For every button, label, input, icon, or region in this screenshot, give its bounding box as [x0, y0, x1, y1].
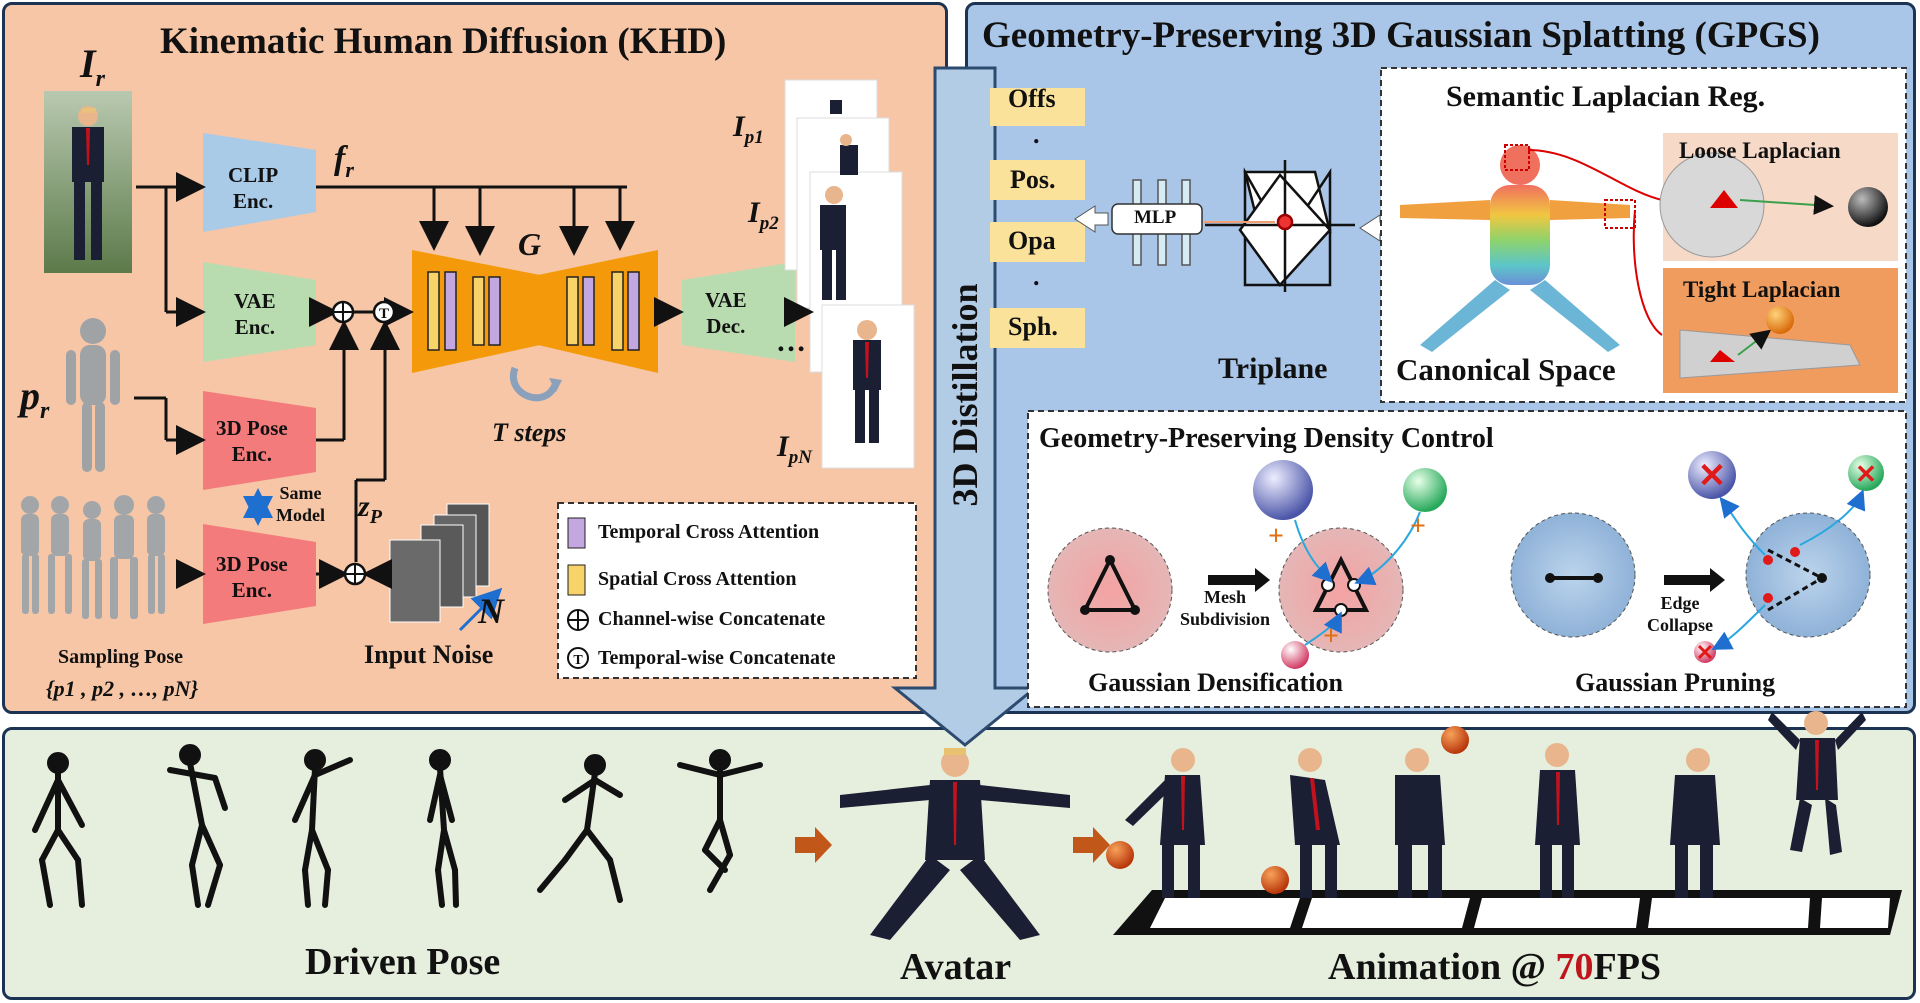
- avatar-label: Avatar: [900, 946, 1012, 988]
- unet-g: [412, 250, 658, 373]
- mlp-block: [1074, 179, 1203, 266]
- input-noise-stack: [389, 503, 503, 632]
- ir-label: Ir: [80, 41, 105, 92]
- khd-connections: [134, 172, 814, 589]
- avatar-figure: [840, 748, 1070, 940]
- svg-text:+: +: [1323, 621, 1339, 652]
- sampling-pose-meshes: [21, 495, 165, 619]
- animation-label: Animation @ 70FPS: [1328, 946, 1662, 988]
- triplane-label: Triplane: [1218, 352, 1328, 385]
- khd-title: Kinematic Human Diffusion (KHD): [160, 21, 727, 62]
- sampling-pose-label: Sampling Pose: [58, 646, 184, 668]
- fr-label: fr: [334, 140, 354, 182]
- driven-pose-skeletons: [32, 744, 763, 908]
- to-animation-arrow: [1073, 827, 1110, 863]
- output-frames: [784, 79, 915, 469]
- pose-enc-2-label: 3D Pose Enc.: [216, 552, 288, 602]
- attr-dot-2: .: [1033, 262, 1040, 291]
- to-avatar-arrow: [795, 827, 832, 863]
- mesh-subdivision-arrow: [1208, 568, 1270, 592]
- vae-decoder: [682, 262, 795, 362]
- legend-temporal-concat: Temporal-wise Concatenate: [598, 647, 836, 669]
- clip-enc-label: CLIP Enc.: [228, 163, 279, 213]
- sampling-set-label: {p1 , p2 , …, pN}: [46, 676, 199, 701]
- driven-pose-label: Driven Pose: [305, 941, 501, 983]
- pose-enc-1-label: 3D Pose Enc.: [216, 416, 288, 466]
- tight-laplacian-panel: [1663, 268, 1898, 393]
- distillation-label: 3D Distillation: [945, 283, 985, 507]
- pruning-label: Gaussian Pruning: [1575, 668, 1776, 697]
- attr-pos: Pos.: [1010, 165, 1056, 194]
- densification-after: + + +: [1253, 460, 1447, 669]
- legend-spatial-attn: Spatial Cross Attention: [598, 568, 797, 590]
- legend-box: [557, 502, 917, 679]
- vae-dec-label: VAE Dec.: [705, 288, 747, 338]
- densification-before: [1047, 527, 1173, 653]
- canonical-body: [1400, 144, 1663, 352]
- legend-temporal-icon: T: [567, 647, 589, 669]
- vae-enc-label: VAE Enc.: [234, 289, 276, 339]
- attr-opa: Opa: [1008, 226, 1056, 255]
- channel-concat-icon-2: [343, 562, 367, 586]
- reference-image: [44, 91, 132, 273]
- animation-frames: [1106, 711, 1866, 898]
- semantic-laplacian-title: Semantic Laplacian Reg.: [1446, 80, 1766, 113]
- attr-dot-1: .: [1033, 120, 1040, 149]
- spatial-attn-swatch: [567, 564, 586, 596]
- mlp-label: MLP: [1134, 207, 1177, 228]
- clip-encoder: [203, 133, 316, 232]
- edge-collapse-arrow: [1664, 568, 1725, 592]
- attr-offs: Offs: [1008, 84, 1056, 113]
- input-noise-label: Input Noise: [364, 640, 494, 669]
- mesh-subdivision-label: Mesh Subdivision: [1180, 587, 1271, 629]
- loose-laplacian-panel: [1659, 133, 1898, 261]
- pruning-after: ✕ ✕ ✕: [1688, 451, 1884, 665]
- svg-text:✕: ✕: [1855, 460, 1877, 489]
- film-strip: [1113, 890, 1902, 935]
- pose-encoder-2: [203, 524, 316, 624]
- attribute-stack: [990, 88, 1085, 348]
- zp-label: zP: [358, 490, 382, 528]
- svg-text:+: +: [1410, 511, 1426, 542]
- t-steps-loop-icon: [509, 366, 562, 402]
- svg-text:+: +: [1268, 521, 1284, 552]
- reference-pose-mesh: [66, 318, 120, 472]
- same-model-label: Same Model: [276, 483, 325, 525]
- triplane-icon: [1204, 160, 1355, 292]
- loose-laplacian-label: Loose Laplacian: [1679, 138, 1841, 163]
- density-control-title: Geometry-Preserving Density Control: [1039, 423, 1494, 454]
- pruning-before: [1510, 512, 1636, 638]
- output-ip1-label: Ip1: [733, 110, 764, 148]
- noise-n-label: N: [478, 591, 504, 631]
- legend-channel-concat: Channel-wise Concatenate: [598, 608, 826, 630]
- output-ellipsis: …: [776, 325, 806, 358]
- t-steps-label: T steps: [492, 418, 567, 447]
- attr-sph: Sph.: [1008, 312, 1058, 341]
- tight-laplacian-label: Tight Laplacian: [1683, 277, 1841, 302]
- svg-text:T: T: [379, 306, 389, 322]
- g-label: G: [518, 226, 542, 262]
- legend-temporal-attn: Temporal Cross Attention: [598, 521, 820, 543]
- pr-label: pr: [20, 373, 50, 424]
- svg-text:✕: ✕: [1696, 640, 1714, 665]
- pose-encoder-1: [203, 391, 316, 490]
- temporal-attn-swatch: [567, 517, 586, 549]
- canonical-space-label: Canonical Space: [1396, 352, 1616, 387]
- edge-collapse-label: Edge Collapse: [1647, 593, 1714, 635]
- legend-channel-icon: [567, 609, 589, 631]
- svg-text:✕: ✕: [1698, 458, 1727, 495]
- output-ipn-label: IpN: [777, 430, 812, 468]
- densification-label: Gaussian Densification: [1088, 668, 1343, 697]
- channel-concat-icon: [331, 300, 355, 324]
- gpgs-title: Geometry-Preserving 3D Gaussian Splattin…: [982, 15, 1820, 56]
- vae-encoder: [203, 262, 316, 362]
- output-ip2-label: Ip2: [748, 196, 779, 234]
- svg-text:T: T: [573, 653, 583, 668]
- temporal-concat-icon: T: [372, 300, 396, 324]
